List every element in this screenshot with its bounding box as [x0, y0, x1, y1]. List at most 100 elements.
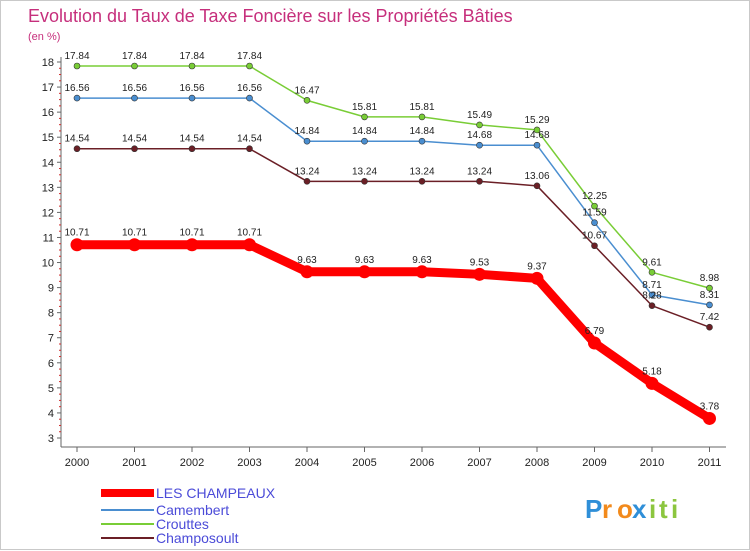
data-label: 14.54 [179, 134, 204, 145]
y-tick-label: 4 [48, 408, 54, 420]
data-point [533, 141, 541, 149]
legend: LES CHAMPEAUXCamembertCrouttesChamposoul… [101, 485, 276, 546]
data-point [131, 62, 138, 70]
y-tick-label: 9 [48, 283, 54, 295]
data-label: 14.54 [237, 134, 262, 145]
data-label: 14.84 [294, 126, 319, 137]
y-tick-label: 16 [42, 107, 54, 119]
data-label: 9.63 [297, 255, 317, 266]
x-tick-label: 2002 [180, 457, 204, 469]
data-point [73, 94, 81, 102]
data-point [303, 97, 311, 104]
data-point [530, 271, 544, 285]
x-tick-label: 2008 [525, 457, 549, 469]
data-point [131, 94, 138, 102]
data-point [243, 238, 256, 252]
data-label: 9.37 [527, 261, 547, 272]
legend-label: LES CHAMPEAUX [156, 485, 276, 501]
logo-letter: x [632, 494, 647, 524]
logo-letter: r [602, 494, 612, 524]
series-line-champosoult [76, 147, 711, 328]
series-line-crouttes [76, 65, 711, 289]
logo-letter: t [659, 494, 668, 524]
data-label: 7.42 [700, 312, 720, 323]
data-label: 13.24 [467, 166, 492, 177]
data-label: 12.25 [582, 191, 607, 202]
chart-title: Evolution du Taux de Taxe Foncière sur l… [28, 6, 513, 26]
data-point [418, 178, 426, 185]
x-tick-label: 2006 [410, 457, 434, 469]
data-point [300, 265, 314, 279]
data-label: 16.56 [237, 83, 262, 94]
data-point [648, 302, 656, 309]
data-label: 14.84 [352, 126, 377, 137]
data-point [648, 269, 656, 276]
data-label: 9.61 [642, 257, 662, 268]
data-label: 3.78 [700, 401, 720, 412]
data-point [476, 121, 483, 129]
data-point [706, 323, 713, 331]
logo-letter: o [617, 494, 633, 524]
data-point [246, 145, 253, 153]
data-label: 14.68 [524, 130, 549, 141]
y-tick-label: 17 [42, 82, 54, 94]
data-label: 9.63 [355, 255, 375, 266]
data-point [473, 267, 486, 281]
series-layer [70, 62, 716, 425]
data-point [188, 94, 196, 102]
data-point [188, 145, 196, 153]
data-label: 8.71 [642, 280, 662, 291]
x-tick-label: 2003 [237, 457, 261, 469]
x-tick-label: 2000 [65, 457, 89, 469]
data-point [361, 113, 368, 121]
data-point [591, 219, 598, 226]
logo-letter: i [671, 494, 678, 524]
data-point [70, 238, 84, 252]
legend-label: Champosoult [156, 530, 239, 546]
data-point [645, 376, 659, 390]
data-point [303, 178, 311, 185]
y-tick-label: 8 [48, 308, 54, 320]
data-point [73, 62, 81, 70]
data-label: 8.28 [642, 291, 662, 302]
data-point [361, 137, 368, 145]
data-point [476, 141, 483, 149]
data-point [706, 301, 713, 309]
data-label: 13.06 [524, 171, 549, 182]
data-point [246, 94, 253, 102]
legend-label: Crouttes [156, 516, 209, 532]
unit-label: (en %) [28, 31, 60, 43]
data-point [648, 291, 656, 299]
y-tick-label: 7 [48, 333, 54, 345]
x-tick-label: 2001 [122, 457, 146, 469]
y-tick-label: 14 [42, 157, 54, 169]
data-label: 17.84 [122, 51, 147, 62]
axes [60, 57, 726, 448]
data-label: 10.71 [64, 228, 89, 239]
data-label: 10.71 [237, 228, 262, 239]
data-point [73, 145, 81, 153]
data-point [591, 202, 598, 210]
x-tick-label: 2010 [640, 457, 664, 469]
data-label: 8.98 [700, 273, 720, 284]
data-point [185, 238, 199, 252]
series-line-camembert [76, 97, 711, 306]
y-tick-label: 12 [42, 207, 54, 219]
y-tick-label: 18 [42, 57, 54, 69]
data-label: 5.18 [642, 366, 662, 377]
data-label: 9.63 [412, 255, 432, 266]
x-tick-label: 2011 [698, 457, 722, 469]
data-point [361, 178, 368, 185]
y-tick-label: 10 [42, 258, 54, 270]
data-label: 10.71 [179, 228, 204, 239]
data-label: 16.56 [179, 83, 204, 94]
data-point [128, 238, 141, 252]
data-label: 10.67 [582, 231, 607, 242]
y-tick-label: 5 [48, 383, 54, 395]
data-point [533, 182, 541, 190]
data-label: 8.31 [700, 290, 720, 301]
y-tick-label: 13 [42, 182, 54, 194]
